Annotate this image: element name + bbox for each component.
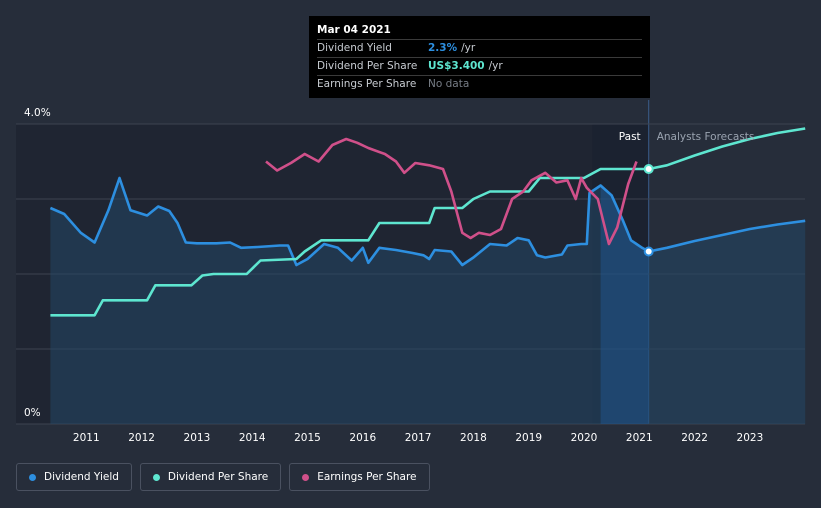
legend-item-dividend-per-share[interactable]: Dividend Per Share — [139, 463, 282, 491]
dividend-yield-forecast-line — [648, 219, 806, 253]
earnings-per-share-line — [265, 137, 638, 246]
tooltip-unit: /yr — [461, 42, 476, 54]
y-tick-label: 4.0% — [24, 107, 51, 119]
x-tick-label: 2019 — [515, 432, 542, 444]
tooltip-label: Earnings Per Share — [317, 78, 417, 90]
markers — [643, 164, 654, 257]
legend-dot-icon — [152, 473, 160, 481]
dividend-per-share-line — [50, 167, 649, 317]
x-tick-label: 2022 — [681, 432, 708, 444]
tooltip-unit: /yr — [488, 60, 503, 72]
x-tick-label: 2017 — [405, 432, 432, 444]
dividend-yield-area — [50, 178, 806, 424]
tooltip-row-dividend-per-share: Dividend Per Share US$3.400 /yr — [317, 57, 642, 75]
legend-item-dividend-yield[interactable]: Dividend Yield — [16, 463, 132, 491]
legend-item-earnings-per-share[interactable]: Earnings Per Share — [289, 463, 430, 491]
legend-label: Dividend Per Share — [167, 471, 269, 483]
x-tick-label: 2020 — [571, 432, 598, 444]
legend-dot-icon — [302, 473, 310, 481]
tooltip-row-earnings-per-share: Earnings Per Share No data — [317, 75, 642, 93]
tooltip-value: US$3.400 — [428, 60, 485, 72]
x-tick-label: 2012 — [128, 432, 155, 444]
x-tick-label: 2016 — [349, 432, 376, 444]
x-tick-label: 2018 — [460, 432, 487, 444]
axis-labels: 4.0% 0% 2011 2012 2013 2014 2015 2016 2017 2018 20… — [24, 107, 763, 444]
past-label: Past — [619, 131, 641, 143]
x-tick-label: 2014 — [239, 432, 266, 444]
x-tick-label: 2011 — [73, 432, 100, 444]
series-lines — [49, 127, 806, 317]
tooltip-row-dividend-yield: Dividend Yield 2.3% /yr — [317, 39, 642, 57]
y-tick-label: 0% — [24, 407, 41, 419]
dividend-yield-marker — [643, 246, 654, 257]
legend-label: Earnings Per Share — [317, 471, 417, 483]
dividend-per-share-marker — [643, 164, 654, 174]
x-tick-label: 2013 — [184, 432, 211, 444]
legend: Dividend Yield Dividend Per Share Earnin… — [16, 463, 430, 491]
forecast-label: Analysts Forecasts — [657, 131, 755, 143]
legend-dot-icon — [29, 473, 36, 481]
tooltip-label: Dividend Yield — [317, 42, 392, 54]
x-tick-label: 2021 — [626, 432, 653, 444]
tooltip-label: Dividend Per Share — [317, 60, 418, 72]
x-tick-label: 2023 — [737, 432, 764, 444]
legend-label: Dividend Yield — [44, 471, 119, 483]
tooltip-date: Mar 04 2021 — [317, 24, 391, 36]
tooltip-value: 2.3% — [428, 42, 458, 54]
dividend-per-share-forecast-line — [648, 127, 806, 171]
tooltip: Mar 04 2021 Dividend Yield 2.3% /yr Divi… — [309, 16, 650, 98]
x-tick-label: 2015 — [294, 432, 321, 444]
tooltip-value: No data — [428, 78, 470, 90]
dividend-yield-line — [49, 176, 650, 267]
